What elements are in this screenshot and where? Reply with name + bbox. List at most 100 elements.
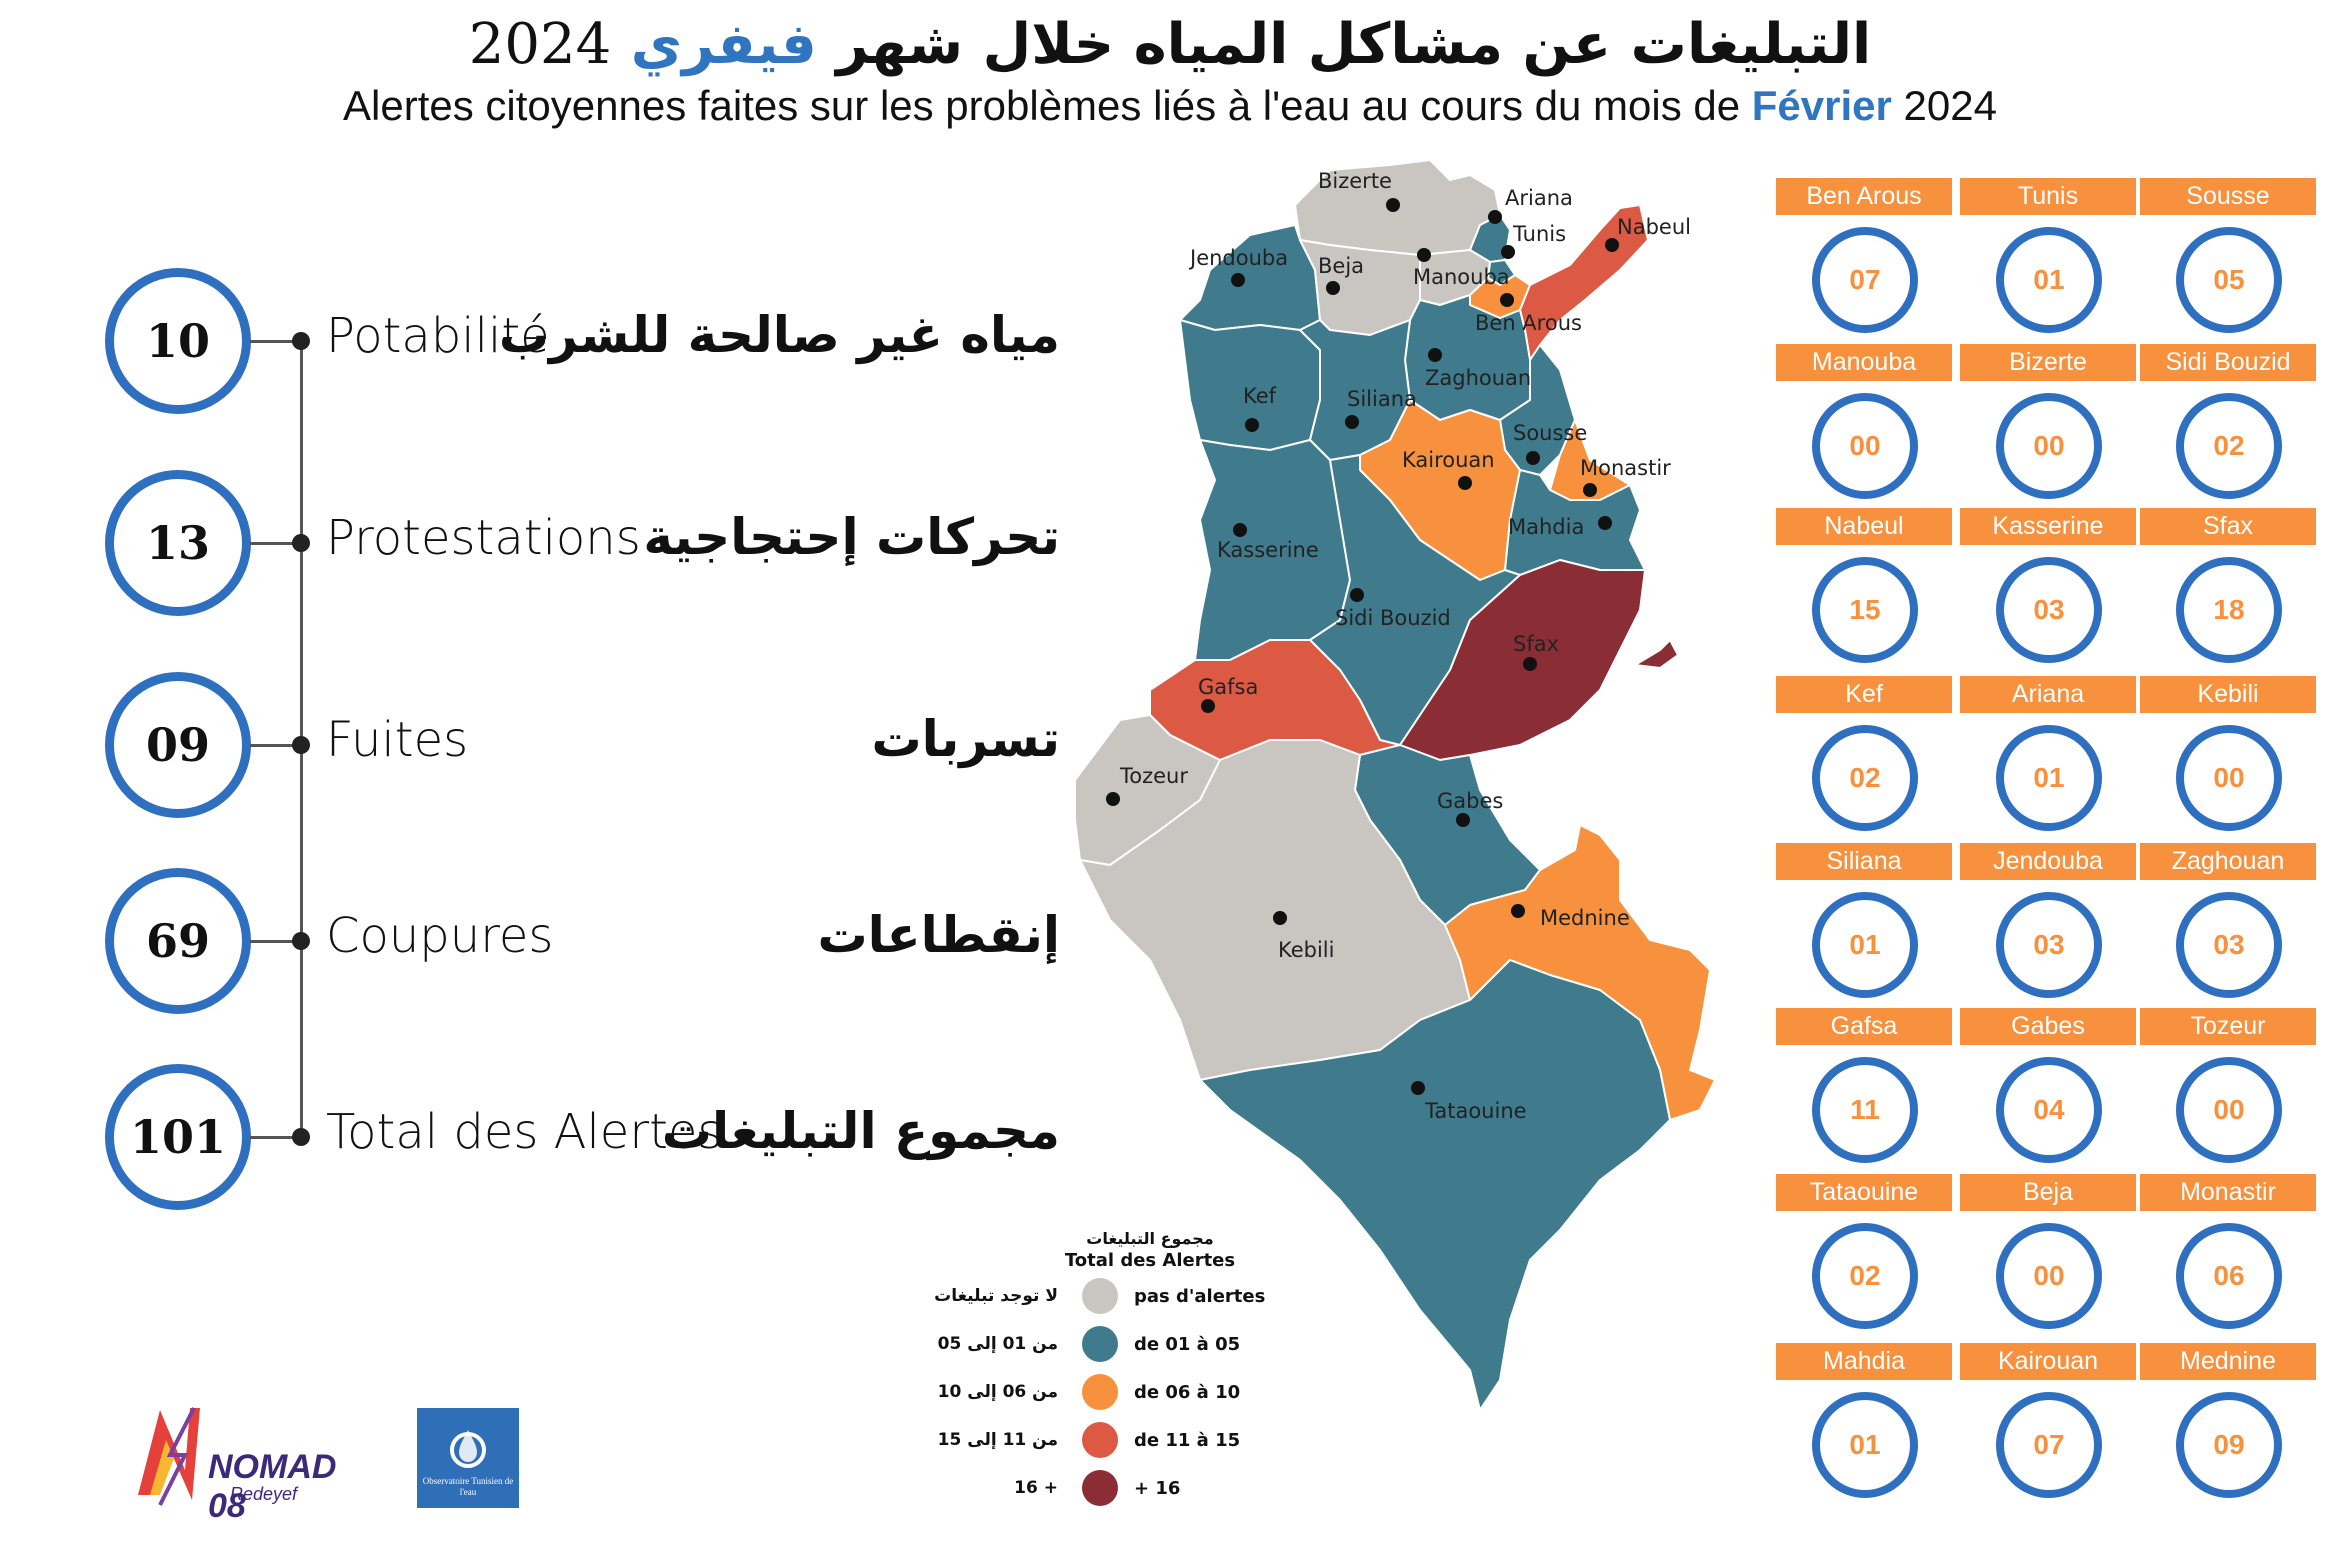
stat-tick [250, 1136, 300, 1139]
map-label-ben-arous: Ben Arous [1475, 311, 1582, 335]
region-card-value: 11 [1812, 1057, 1918, 1163]
region-kerkennah [1634, 639, 1679, 669]
region-card-value: 18 [2176, 557, 2282, 663]
map-label-monastir: Monastir [1580, 456, 1671, 480]
legend-row-mid: من 06 إلى 10 de 06 à 10 [900, 1374, 1320, 1414]
stat-label-fr: Total des Alertes [326, 1104, 723, 1160]
city-dot-tozeur [1106, 792, 1120, 806]
city-dot-bizerte [1386, 198, 1400, 212]
title-ar-month: فيفري [630, 12, 817, 77]
legend-row-ar: + 16 [1014, 1478, 1058, 1498]
region-card-sfax: Sfax 18 [2140, 508, 2316, 668]
region-card-value: 05 [2176, 227, 2282, 333]
nomad-logo-mark [138, 1407, 200, 1506]
region-card-value: 01 [1812, 892, 1918, 998]
city-dot-ariana [1488, 210, 1502, 224]
city-dot-zaghouan [1428, 348, 1442, 362]
region-card-zaghouan: Zaghouan 03 [2140, 843, 2316, 1003]
legend-row-fr: pas d'alertes [1134, 1286, 1266, 1307]
region-card-tozeur: Tozeur 00 [2140, 1008, 2316, 1168]
stat-tick [250, 340, 300, 343]
ote-logo: Observatoire Tunisien de l'eau [417, 1408, 519, 1508]
region-tataouine [1199, 959, 1671, 1411]
region-card-label: Kairouan [1960, 1343, 2136, 1380]
legend-row-none: لا توجد تبليغات pas d'alertes [900, 1278, 1320, 1318]
region-card-label: Sfax [2140, 508, 2316, 545]
map-label-mednine: Mednine [1540, 906, 1630, 930]
map-label-tunis: Tunis [1512, 222, 1566, 246]
legend-row-top: + 16 + 16 [900, 1470, 1320, 1510]
region-card-kasserine: Kasserine 03 [1960, 508, 2136, 668]
region-card-jendouba: Jendouba 03 [1960, 843, 2136, 1003]
city-dot-nabeul [1605, 238, 1619, 252]
stat-total: 101 Total des Alertes مجموع التبليغات [100, 1064, 1060, 1214]
region-card-label: Beja [1960, 1174, 2136, 1211]
region-card-value: 00 [1996, 393, 2102, 499]
region-card-label: Gafsa [1776, 1008, 1952, 1045]
city-dot-siliana [1345, 415, 1359, 429]
legend-row-ar: من 01 إلى 05 [937, 1334, 1058, 1354]
stat-fuites: 09 Fuites تسربات [100, 672, 1060, 822]
region-card-kairouan: Kairouan 07 [1960, 1343, 2136, 1503]
map-label-manouba: Manouba [1413, 265, 1510, 289]
region-card-value: 01 [1812, 1392, 1918, 1498]
stat-tick [250, 744, 300, 747]
stat-coupures: 69 Coupures إنقطاعات [100, 868, 1060, 1018]
region-card-siliana: Siliana 01 [1776, 843, 1952, 1003]
legend-swatch-grey [1082, 1278, 1118, 1314]
region-card-label: Bizerte [1960, 344, 2136, 381]
region-card-value: 02 [2176, 393, 2282, 499]
title-fr-main: Alertes citoyennes faites sur les problè… [343, 82, 1741, 129]
legend-row-ar: من 11 إلى 15 [937, 1430, 1058, 1450]
region-card-kebili: Kebili 00 [2140, 676, 2316, 836]
city-dot-jendouba [1231, 273, 1245, 287]
title-ar-main: التبليغات عن مشاكل المياه خلال شهر [836, 12, 1872, 77]
stat-value-ring: 13 [105, 470, 251, 616]
city-dot-gabes [1456, 813, 1470, 827]
stat-label-ar: إنقطاعات [817, 906, 1060, 964]
region-card-label: Tataouine [1776, 1174, 1952, 1211]
region-card-mahdia: Mahdia 01 [1776, 1343, 1952, 1503]
region-card-monastir: Monastir 06 [2140, 1174, 2316, 1334]
map-label-gabes: Gabes [1437, 789, 1503, 813]
map-label-ariana: Ariana [1505, 186, 1573, 210]
stat-dot [292, 1128, 310, 1146]
map-label-zaghouan: Zaghouan [1425, 366, 1531, 390]
region-card-value: 00 [2176, 1057, 2282, 1163]
region-card-label: Kasserine [1960, 508, 2136, 545]
stat-value-ring: 101 [105, 1064, 251, 1210]
city-dot-ben-arous [1500, 293, 1514, 307]
map-label-bizerte: Bizerte [1318, 169, 1392, 193]
city-dot-beja [1326, 281, 1340, 295]
region-card-value: 15 [1812, 557, 1918, 663]
legend-row-fr: de 06 à 10 [1134, 1382, 1241, 1403]
region-card-label: Ariana [1960, 676, 2136, 713]
region-card-value: 06 [2176, 1223, 2282, 1329]
map-label-kebili: Kebili [1278, 938, 1334, 962]
stat-label-fr: Protestations [326, 510, 641, 566]
region-card-value: 00 [1996, 1223, 2102, 1329]
stat-protestations: 13 Protestations تحركات إحتجاجية [100, 470, 1060, 620]
region-card-manouba: Manouba 00 [1776, 344, 1952, 504]
region-card-ben-arous: Ben Arous 07 [1776, 178, 1952, 338]
region-card-value: 03 [1996, 557, 2102, 663]
region-card-label: Sousse [2140, 178, 2316, 215]
region-card-label: Zaghouan [2140, 843, 2316, 880]
map-label-kairouan: Kairouan [1402, 448, 1495, 472]
legend-row-fr: de 01 à 05 [1134, 1334, 1241, 1355]
stat-label-fr: Fuites [326, 712, 469, 768]
stat-label-ar: تسربات [871, 710, 1060, 768]
legend-row-fr: + 16 [1134, 1478, 1181, 1499]
map-label-beja: Beja [1318, 254, 1364, 278]
city-dot-kasserine [1233, 523, 1247, 537]
region-card-kef: Kef 02 [1776, 676, 1952, 836]
region-card-label: Mahdia [1776, 1343, 1952, 1380]
region-card-sidi-bouzid: Sidi Bouzid 02 [2140, 344, 2316, 504]
map-label-sfax: Sfax [1513, 632, 1559, 656]
region-card-ariana: Ariana 01 [1960, 676, 2136, 836]
ote-logo-text: Observatoire Tunisien de l'eau [422, 1476, 514, 1497]
stat-tick [250, 940, 300, 943]
map-label-tozeur: Tozeur [1119, 764, 1188, 788]
map-label-jendouba: Jendouba [1188, 246, 1288, 270]
region-card-label: Sidi Bouzid [2140, 344, 2316, 381]
